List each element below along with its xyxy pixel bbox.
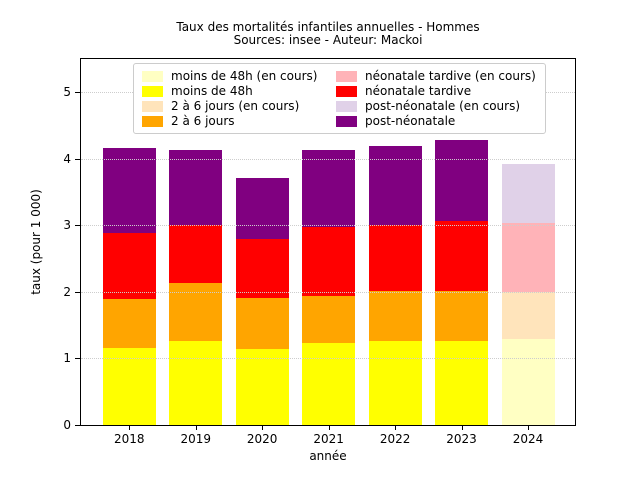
chart-title: Taux des mortalités infantiles annuelles…: [80, 21, 576, 47]
bar-segment: [235, 297, 289, 350]
legend-swatch: [336, 71, 357, 82]
x-tick-label: 2023: [446, 432, 477, 446]
legend-swatch: [142, 116, 163, 127]
legend-entry: néonatale tardive (en cours): [336, 69, 536, 84]
legend-swatch: [336, 116, 357, 127]
bar-segment: [435, 221, 489, 291]
legend: moins de 48h (en cours) moins de 48h 2 à 6…: [133, 63, 546, 134]
bar-segment: [235, 178, 289, 239]
y-tick-label: 4: [63, 151, 71, 166]
y-tick-mark: [75, 158, 80, 160]
bar-segment: [169, 149, 223, 226]
x-tick-mark: [328, 426, 330, 430]
bar-2020: [235, 178, 289, 425]
bar-segment: [501, 223, 555, 292]
legend-label: moins de 48h (en cours): [171, 69, 318, 83]
y-tick-label: 2: [63, 284, 71, 299]
legend-label: néonatale tardive (en cours): [365, 69, 536, 83]
legend-label: néonatale tardive: [365, 84, 472, 98]
bar-segment: [435, 140, 489, 222]
bar-segment: [368, 290, 422, 342]
bar-segment: [235, 238, 289, 298]
bar-segment: [368, 341, 422, 425]
x-tick-label: 2018: [114, 432, 145, 446]
x-tick-label: 2024: [512, 432, 544, 446]
y-tick-mark: [75, 291, 80, 293]
bar-segment: [501, 291, 555, 339]
bar-segment: [235, 349, 289, 425]
bar-2018: [102, 148, 156, 425]
legend-swatch: [336, 101, 357, 112]
bar-segment: [302, 227, 356, 296]
chart-title-line2: Sources: insee - Auteur: Mackoi: [233, 33, 423, 47]
x-tick-mark: [395, 426, 397, 430]
legend-label: 2 à 6 jours: [171, 114, 235, 128]
x-tick-label: 2021: [313, 432, 344, 446]
x-tick-mark: [195, 426, 197, 430]
legend-entry: 2 à 6 jours: [142, 114, 328, 129]
legend-label: 2 à 6 jours (en cours): [171, 99, 300, 113]
legend-label: post-néonatale (en cours): [365, 99, 521, 113]
bar-2022: [368, 146, 422, 425]
legend-label: post-néonatale: [365, 114, 456, 128]
legend-entry: post-néonatale (en cours): [336, 99, 536, 114]
y-tick-mark: [75, 225, 80, 227]
legend-swatch: [336, 86, 357, 97]
y-axis-label: taux (pour 1 000): [29, 189, 43, 295]
gridline: [81, 225, 575, 227]
x-axis-label: année: [309, 449, 347, 463]
y-tick-label: 1: [63, 351, 71, 366]
bar-segment: [302, 343, 356, 425]
x-tick-mark: [262, 426, 264, 430]
bar-segment: [169, 225, 223, 284]
bar-segment: [102, 299, 156, 349]
legend-entry: moins de 48h: [142, 84, 328, 99]
legend-entry: moins de 48h (en cours): [142, 69, 328, 84]
chart-title-line1: Taux des mortalités infantiles annuelles…: [176, 20, 480, 34]
legend-swatch: [142, 101, 163, 112]
gridline: [81, 158, 575, 160]
y-tick-mark: [75, 358, 80, 360]
bar-segment: [102, 348, 156, 425]
y-tick-mark: [75, 92, 80, 94]
bar-segment: [302, 149, 356, 228]
x-tick-mark: [129, 426, 131, 430]
bar-segment: [501, 164, 555, 224]
plot-area: moins de 48h (en cours) moins de 48h 2 à 6…: [80, 58, 576, 426]
x-tick-mark: [528, 426, 529, 430]
gridline: [81, 291, 575, 293]
bar-segment: [302, 295, 356, 344]
bar-2021: [302, 149, 356, 425]
bar-segment: [368, 224, 422, 291]
bar-segment: [435, 340, 489, 425]
bar-segment: [435, 290, 489, 341]
bar-segment: [102, 232, 156, 300]
bar-2024: [501, 164, 555, 425]
bar-segment: [169, 341, 223, 425]
x-tick-label: 2020: [246, 432, 278, 446]
y-tick-label: 5: [63, 85, 71, 100]
x-tick-mark: [461, 426, 463, 430]
y-tick-mark: [75, 425, 80, 426]
y-tick-label: 3: [63, 218, 71, 233]
y-tick-label: 0: [63, 418, 71, 432]
x-tick-label: 2019: [180, 432, 212, 446]
legend-label: moins de 48h: [171, 84, 253, 98]
bar-segment: [501, 338, 555, 425]
legend-entry: post-néonatale: [336, 114, 536, 129]
legend-entry: néonatale tardive: [336, 84, 536, 99]
x-tick-label: 2022: [379, 432, 411, 446]
bar-segment: [102, 148, 156, 233]
gridline: [81, 358, 575, 360]
legend-swatch: [142, 71, 163, 82]
legend-entry: 2 à 6 jours (en cours): [142, 99, 328, 114]
bar-2019: [169, 149, 223, 425]
bar-2023: [435, 140, 489, 425]
legend-swatch: [142, 86, 163, 97]
